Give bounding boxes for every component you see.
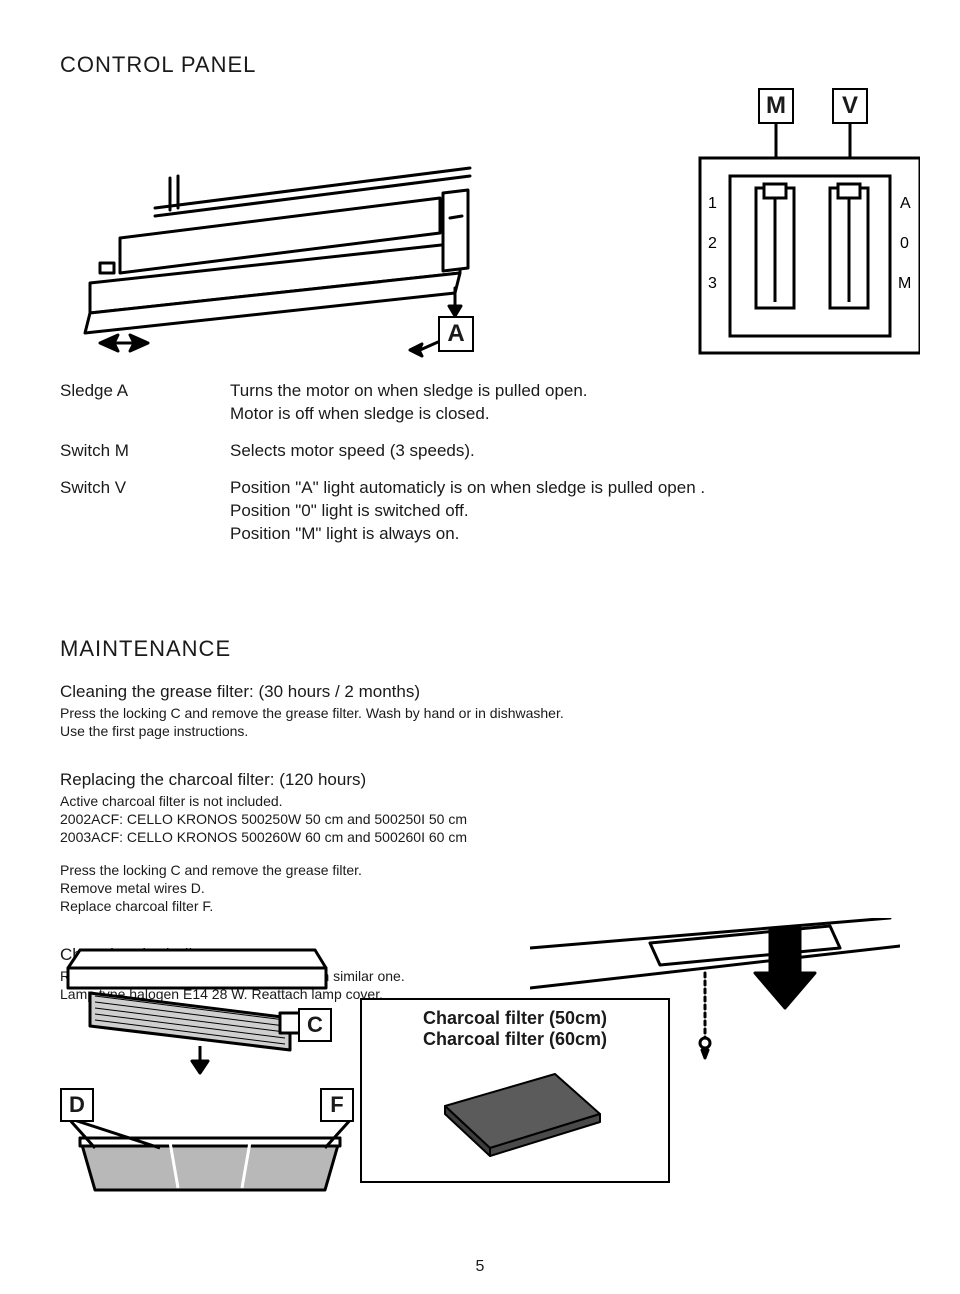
maint-line: 2003ACF: CELLO KRONOS 500260W 60 cm and … [60,828,900,846]
def-desc: Position "A" light automaticly is on whe… [230,477,900,546]
def-line: Position "A" light automaticly is on whe… [230,477,900,500]
panel-mark-0: 0 [900,235,909,252]
filter-tray-diagram [60,1098,360,1208]
label-a-box: A [438,316,474,352]
switch-panel-diagram: 1 2 3 A 0 M [660,98,920,358]
control-definitions: Sledge A Turns the motor on when sledge … [60,380,900,546]
charcoal-box-line2: Charcoal filter (60cm) [362,1029,668,1050]
control-panel-heading: CONTROL PANEL [60,52,900,78]
maintenance-diagrams: C D F [60,938,900,1208]
def-line: Motor is off when sledge is closed. [230,403,900,426]
maint-line: Use the first page instructions. [60,722,900,740]
label-c: C [307,1012,323,1037]
def-line: Selects motor speed (3 speeds). [230,440,900,463]
def-term: Switch M [60,440,230,463]
def-line: Position "M" light is always on. [230,523,900,546]
panel-mark-2: 2 [708,235,717,252]
panel-mark-3: 3 [708,275,717,292]
label-f-box: F [320,1088,354,1122]
control-panel-figures: A M V [60,98,900,358]
charcoal-box-line1: Charcoal filter (50cm) [362,1008,668,1029]
label-c-box: C [298,1008,332,1042]
def-desc: Selects motor speed (3 speeds). [230,440,900,463]
def-row-switch-v: Switch V Position "A" light automaticly … [60,477,900,546]
def-row-switch-m: Switch M Selects motor speed (3 speeds). [60,440,900,463]
maintenance-heading: MAINTENANCE [60,636,900,662]
panel-mark-1: 1 [708,195,717,212]
maint-line: Press the locking C and remove the greas… [60,861,900,879]
maint-line: Replace charcoal filter F. [60,897,900,915]
maint-charcoal: Replacing the charcoal filter: (120 hour… [60,770,900,915]
maint-line: Remove metal wires D. [60,879,900,897]
charcoal-filter-icon [415,1056,615,1166]
def-term: Sledge A [60,380,230,426]
label-d-box: D [60,1088,94,1122]
maint-line: Press the locking C and remove the greas… [60,704,900,722]
maint-line: 2002ACF: CELLO KRONOS 500250W 50 cm and … [60,810,900,828]
def-line: Position "0" light is switched off. [230,500,900,523]
maint-grease-title: Cleaning the grease filter: (30 hours / … [60,682,900,702]
label-d: D [69,1092,85,1117]
maint-grease: Cleaning the grease filter: (30 hours / … [60,682,900,740]
def-line: Turns the motor on when sledge is pulled… [230,380,900,403]
maint-line: Active charcoal filter is not included. [60,792,900,810]
sledge-diagram [60,98,500,358]
panel-mark-M: M [898,275,911,292]
label-a: A [447,320,464,347]
manual-page: CONTROL PANEL [0,0,960,1294]
def-desc: Turns the motor on when sledge is pulled… [230,380,900,426]
panel-mark-A: A [900,195,911,212]
page-number: 5 [0,1258,960,1276]
label-f: F [330,1092,343,1117]
def-term: Switch V [60,477,230,546]
charcoal-filter-box: Charcoal filter (50cm) Charcoal filter (… [360,998,670,1183]
maint-charcoal-title: Replacing the charcoal filter: (120 hour… [60,770,900,790]
def-row-sledge: Sledge A Turns the motor on when sledge … [60,380,900,426]
